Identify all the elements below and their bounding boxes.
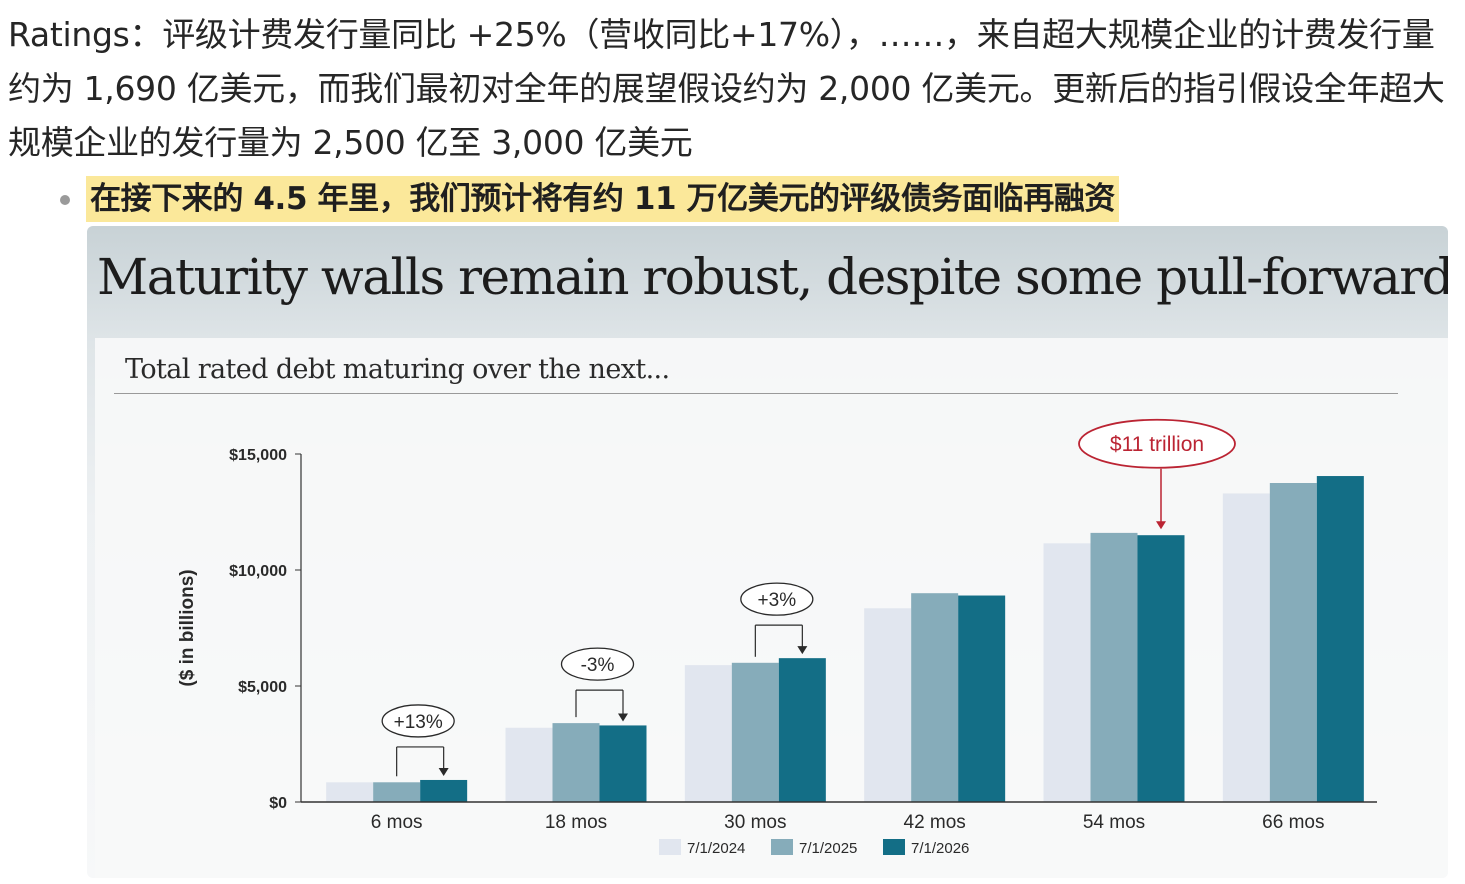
legend-swatch [883,839,905,855]
highlight-bullet-text: 在接下来的 4.5 年里，我们预计将有约 11 万亿美元的评级债务面临再融资 [86,176,1120,222]
change-label: +13% [394,712,443,733]
bar-54-mos-0 [1043,543,1091,802]
change-ellipse [560,647,635,681]
y-tick-label: $15,000 [229,447,287,464]
summary-paragraph: Ratings：评级计费发行量同比 +25%（营收同比+17%），……，来自超大… [8,15,1445,162]
bar-66-mos-0 [1222,493,1270,802]
bar-54-mos-1 [1090,532,1138,802]
bar-30-mos-1 [731,662,779,802]
bar-18-mos-2 [599,725,647,802]
legend-label: 7/1/2026 [911,840,969,857]
x-tick-label: 30 mos [724,812,786,833]
bar-30-mos-2 [778,658,826,802]
arrow-down-icon [438,767,449,776]
bar-18-mos-0 [505,727,553,802]
callout-label: $11 trillion [1110,433,1204,456]
callout-ellipse [1078,418,1236,469]
highlight-bullet: 在接下来的 4.5 年里，我们预计将有约 11 万亿美元的评级债务面临再融资 [60,176,1120,222]
bar-6-mos-0 [326,782,374,802]
bar-18-mos-1 [552,723,600,802]
legend-label: 7/1/2025 [799,840,857,857]
bar-30-mos-0 [684,665,732,802]
change-ellipse [740,582,814,616]
bar-54-mos-2 [1137,535,1185,802]
bar-6-mos-2 [420,779,468,802]
slide-title: Maturity walls remain robust, despite so… [97,248,1448,306]
bar-6-mos-1 [373,782,421,802]
legend-swatch [771,839,793,855]
callout-arrow-icon [1156,521,1166,530]
y-tick-label: $5,000 [238,679,287,696]
arrow-down-icon [797,646,808,655]
legend-swatch [659,839,681,855]
chart-slide-image: Maturity walls remain robust, despite so… [87,226,1448,878]
y-tick-label: $10,000 [229,563,287,580]
change-label: -3% [581,655,615,676]
bar-42-mos-0 [864,608,912,802]
legend-label: 7/1/2024 [687,840,745,857]
x-tick-label: 6 mos [371,812,423,833]
x-tick-label: 42 mos [904,812,966,833]
subtitle-divider [114,393,1398,394]
change-ellipse [381,704,455,738]
y-tick-label: $0 [269,795,287,812]
x-tick-label: 66 mos [1262,812,1324,833]
chart-subtitle: Total rated debt maturing over the next.… [125,354,670,385]
x-tick-label: 54 mos [1083,812,1145,833]
bar-42-mos-1 [911,593,959,802]
maturity-bar-chart: $0 $5,000 $10,000 $15,000 ($ in billions) 6 m… [177,418,1377,857]
bullet-dot-icon [60,195,70,205]
change-label: +3% [758,590,797,611]
y-axis-title: ($ in billions) [177,569,198,686]
arrow-down-icon [618,713,628,722]
bar-66-mos-2 [1316,476,1364,802]
x-tick-label: 18 mos [545,812,607,833]
bar-66-mos-1 [1269,483,1317,802]
bar-42-mos-2 [958,595,1006,802]
